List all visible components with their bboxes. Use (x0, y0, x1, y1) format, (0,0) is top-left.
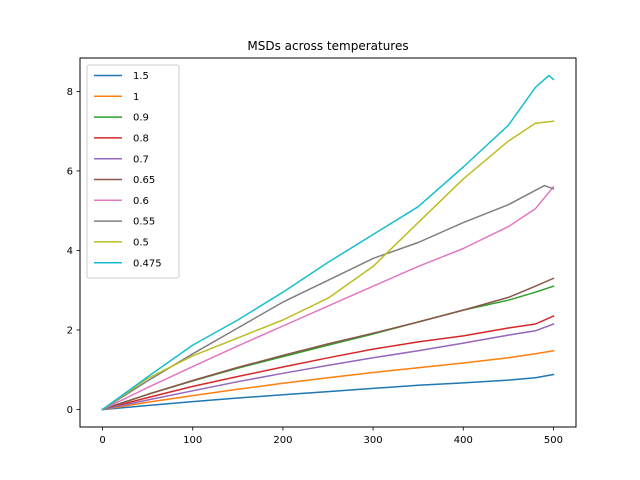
y-tick-label: 8 (67, 87, 73, 98)
x-tick-label: 0 (99, 435, 105, 446)
x-tick-label: 500 (544, 435, 563, 446)
legend-label-7: 0.55 (133, 217, 155, 228)
y-tick-label: 0 (67, 405, 73, 416)
series-line-0 (101, 373, 555, 411)
series-line-7 (101, 184, 555, 411)
axes-frame (79, 57, 577, 428)
legend-label-9: 0.475 (133, 258, 162, 269)
x-tick-label: 400 (454, 435, 473, 446)
series-line-6 (101, 185, 555, 411)
legend-label-3: 0.8 (133, 134, 149, 145)
tick-layer: 0 100 200 300 400 500 0 2 4 6 8 (67, 87, 563, 446)
series-line-1 (101, 349, 555, 411)
legend: 1.5 1 0.9 0.8 0.7 0.65 0.6 0.55 0.5 0.475 (86, 64, 180, 279)
series-line-5 (101, 277, 555, 411)
x-tick-label: 300 (364, 435, 383, 446)
series-line-4 (101, 323, 555, 411)
y-tick-label: 6 (67, 166, 73, 177)
legend-label-0: 1.5 (133, 71, 149, 82)
legend-label-2: 0.9 (133, 113, 149, 124)
legend-label-6: 0.6 (133, 196, 149, 207)
series-layer (101, 74, 555, 411)
series-line-9 (101, 74, 555, 411)
y-tick-label: 2 (67, 325, 73, 336)
series-line-3 (101, 315, 555, 411)
legend-label-4: 0.7 (133, 154, 149, 165)
x-tick-label: 100 (183, 435, 202, 446)
chart-title: MSDs across temperatures (247, 39, 408, 53)
series-line-8 (101, 120, 555, 411)
y-tick-label: 4 (67, 246, 73, 257)
legend-label-5: 0.65 (133, 175, 155, 186)
legend-box (86, 64, 180, 279)
legend-label-8: 0.5 (133, 238, 149, 249)
legend-label-1: 1 (133, 92, 139, 103)
x-tick-label: 200 (273, 435, 292, 446)
